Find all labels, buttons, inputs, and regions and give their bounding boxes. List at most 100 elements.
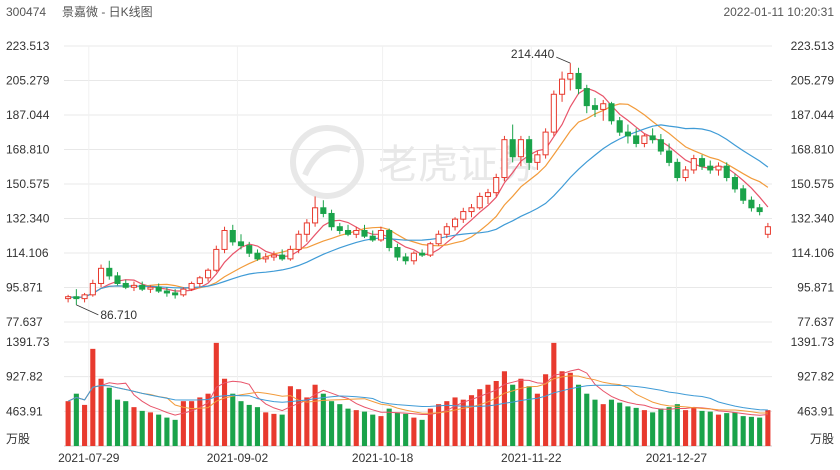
- volume-bar: [205, 393, 211, 446]
- candle: [435, 230, 442, 246]
- candle-body: [657, 139, 664, 152]
- volume-bar: [370, 414, 376, 446]
- volume-bar: [304, 397, 310, 446]
- volume-bar: [765, 410, 771, 446]
- price-tick-right: 168.810: [791, 142, 835, 156]
- price-tick-left: 114.106: [6, 246, 49, 260]
- candle: [682, 166, 689, 182]
- candle: [221, 226, 228, 254]
- candle: [575, 67, 582, 95]
- candle-body: [460, 211, 467, 220]
- volume-bar: [189, 401, 195, 446]
- volume-bar: [477, 389, 483, 446]
- volume-bar: [114, 399, 121, 446]
- candle-body: [229, 229, 236, 243]
- volume-unit-left: 万股: [6, 432, 30, 446]
- date-tick: 2021-10-18: [352, 451, 414, 465]
- candle-body: [509, 139, 516, 158]
- volume-bar: [312, 384, 318, 446]
- candle: [419, 249, 426, 257]
- volume-bar: [608, 399, 615, 446]
- candle-body: [402, 256, 409, 262]
- candle: [641, 134, 648, 148]
- candle: [550, 90, 557, 136]
- candle-body: [394, 247, 401, 258]
- candle-body: [344, 229, 352, 235]
- volume-bar: [411, 417, 417, 446]
- volume-bar: [724, 413, 730, 446]
- candle-body: [254, 252, 261, 260]
- candle: [295, 230, 302, 254]
- candle-body: [756, 207, 763, 213]
- candle-body: [336, 226, 343, 231]
- candle: [698, 154, 706, 170]
- candle: [213, 245, 220, 273]
- candle-body: [262, 256, 269, 260]
- candle: [476, 192, 483, 210]
- candle: [460, 207, 467, 223]
- candle: [690, 154, 697, 174]
- volume-bar: [156, 414, 162, 446]
- ma5-line: [68, 87, 769, 299]
- candle: [756, 204, 763, 216]
- candle-body: [353, 229, 360, 235]
- candle: [591, 98, 599, 117]
- candle-body: [484, 192, 492, 197]
- volume-ma10-line: [67, 375, 768, 414]
- price-tick-left: 205.279: [6, 73, 50, 87]
- volume-bar: [592, 399, 598, 446]
- volume-bar: [707, 411, 713, 446]
- candle: [723, 162, 730, 182]
- candle-body: [130, 284, 138, 288]
- candle-body: [369, 235, 376, 241]
- candle-body: [270, 254, 277, 258]
- candle-body: [567, 72, 574, 80]
- volume-bar: [617, 402, 623, 446]
- volume-bar: [427, 408, 433, 446]
- candle: [279, 249, 286, 261]
- candle: [163, 287, 170, 297]
- volume-bar: [123, 401, 129, 446]
- candle-body: [114, 275, 121, 284]
- ma20-line: [68, 124, 769, 299]
- candle: [328, 209, 335, 231]
- candle: [353, 226, 360, 239]
- volume-bar: [403, 413, 409, 446]
- volume-bar: [584, 393, 590, 446]
- candle-body: [419, 252, 426, 256]
- volume-bar: [197, 397, 203, 446]
- candles: [65, 63, 771, 305]
- candle-body: [361, 229, 368, 237]
- candle-body: [237, 241, 245, 247]
- volume-bar: [460, 399, 466, 446]
- volume-bar: [230, 393, 236, 446]
- candle-body: [213, 248, 220, 271]
- candle: [608, 101, 615, 125]
- candle-body: [196, 277, 203, 284]
- volume-bar: [329, 401, 335, 446]
- candle-body: [723, 165, 730, 179]
- candle: [624, 124, 631, 144]
- price-tick-right: 95.871: [797, 281, 834, 295]
- volume-bar: [740, 416, 746, 446]
- volume-bar: [567, 372, 573, 446]
- volume-bar: [378, 416, 384, 446]
- volume-bar: [65, 401, 71, 446]
- candle: [336, 222, 343, 235]
- candle-body: [155, 286, 162, 292]
- axis-labels: 223.513 223.513 205.279 205.279 187.044 187.0…: [6, 39, 834, 465]
- volume-bar: [485, 384, 491, 446]
- volume-bar: [394, 412, 400, 446]
- volume-bar: [732, 412, 738, 446]
- candle: [361, 224, 368, 239]
- price-tick-left: 132.340: [6, 212, 50, 226]
- price-tick-left: 223.513: [6, 39, 50, 53]
- candle: [262, 253, 269, 263]
- candle: [114, 272, 121, 286]
- candle: [303, 219, 310, 242]
- price-tick-right: 205.279: [791, 73, 835, 87]
- volume-bar: [386, 408, 392, 446]
- candle: [559, 71, 566, 102]
- candle: [633, 128, 640, 148]
